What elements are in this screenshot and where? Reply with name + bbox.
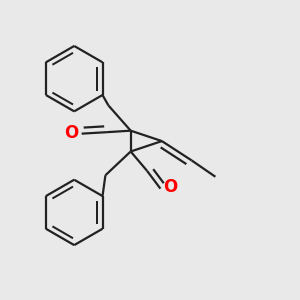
Text: O: O [164,178,178,196]
Text: O: O [64,124,78,142]
